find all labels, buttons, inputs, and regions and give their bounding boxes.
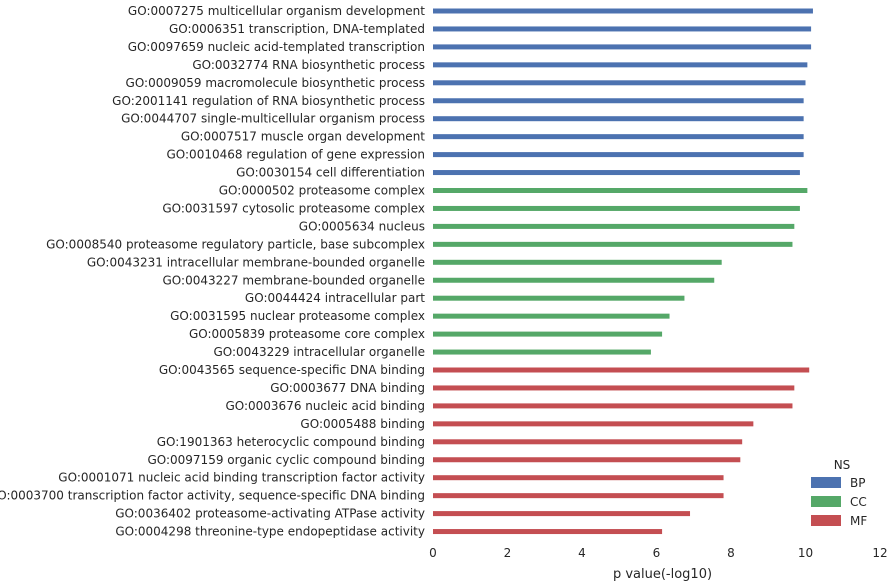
bar-mf-7 <box>433 493 724 499</box>
bar-mf-6 <box>433 475 724 481</box>
bar-bp-8 <box>433 152 804 158</box>
category-label: GO:0007275 multicellular organism develo… <box>128 4 425 18</box>
bar-mf-3 <box>433 421 754 427</box>
category-labels: GO:0007275 multicellular organism develo… <box>0 4 425 539</box>
category-label: GO:0097659 nucleic acid-templated transc… <box>128 40 425 54</box>
category-label: GO:0005634 nucleus <box>299 219 425 233</box>
category-label: GO:0044424 intracellular part <box>245 291 425 305</box>
bar-cc-9 <box>433 349 651 355</box>
x-tick-label: 6 <box>653 546 661 560</box>
bar-bp-7 <box>433 134 804 140</box>
legend: NS BP CC MF <box>811 458 867 528</box>
bar-mf-2 <box>433 403 793 409</box>
bar-mf-0 <box>433 367 810 373</box>
category-label: GO:0000502 proteasome complex <box>219 184 425 198</box>
category-label: GO:0030154 cell differentiation <box>236 166 425 180</box>
bar-cc-3 <box>433 241 793 247</box>
category-label: GO:1901363 heterocyclic compound binding <box>157 435 425 449</box>
bar-cc-5 <box>433 277 715 283</box>
category-label: GO:0006351 transcription, DNA-templated <box>169 22 425 36</box>
category-label: GO:0044707 single-multicellular organism… <box>121 112 425 126</box>
category-label: GO:0032774 RNA biosynthetic process <box>192 58 425 72</box>
category-label: GO:0036402 proteasome-activating ATPase … <box>115 507 425 521</box>
category-label: GO:0009059 macromolecule biosynthetic pr… <box>126 76 425 90</box>
category-label: GO:0003700 transcription factor activity… <box>0 489 425 503</box>
bar-cc-6 <box>433 295 685 301</box>
bar-mf-8 <box>433 511 691 517</box>
bar-bp-5 <box>433 98 804 104</box>
bar-bp-4 <box>433 80 806 86</box>
bar-bp-3 <box>433 62 808 68</box>
category-label: GO:0043229 intracellular organelle <box>213 345 425 359</box>
bar-bp-1 <box>433 26 812 32</box>
bar-cc-1 <box>433 205 800 211</box>
legend-swatch-mf <box>811 515 841 526</box>
category-label: GO:0004298 threonine-type endopeptidase … <box>115 525 425 539</box>
x-tick-label: 8 <box>727 546 735 560</box>
category-label: GO:0097159 organic cyclic compound bindi… <box>147 453 425 467</box>
bar-bp-0 <box>433 8 813 14</box>
bar-cc-4 <box>433 259 722 265</box>
category-label: GO:2001141 regulation of RNA biosyntheti… <box>112 94 425 108</box>
category-label: GO:0001071 nucleic acid binding transcri… <box>58 471 425 485</box>
legend-label-bp: BP <box>850 476 865 490</box>
x-tick-label: 0 <box>429 546 437 560</box>
category-label: GO:0008540 proteasome regulatory particl… <box>46 237 425 251</box>
category-label: GO:0005488 binding <box>300 417 425 431</box>
category-label: GO:0005839 proteasome core complex <box>189 327 425 341</box>
category-label: GO:0031597 cytosolic proteasome complex <box>162 201 425 215</box>
bar-bp-6 <box>433 116 804 122</box>
x-axis-label: p value(-log10) <box>613 567 712 582</box>
bar-cc-8 <box>433 331 663 337</box>
legend-swatch-bp <box>811 477 841 488</box>
bar-cc-7 <box>433 313 670 319</box>
legend-label-cc: CC <box>850 495 867 509</box>
category-label: GO:0010468 regulation of gene expression <box>166 148 425 162</box>
x-tick-label: 10 <box>798 546 813 560</box>
bar-bp-9 <box>433 170 800 176</box>
bar-cc-2 <box>433 223 795 229</box>
category-label: GO:0007517 muscle organ development <box>181 130 425 144</box>
bar-bp-2 <box>433 44 812 50</box>
category-label: GO:0031595 nuclear proteasome complex <box>170 309 425 323</box>
legend-label-mf: MF <box>850 514 867 528</box>
legend-swatch-cc <box>811 496 841 507</box>
bars-group <box>433 8 813 535</box>
bar-mf-4 <box>433 439 743 445</box>
legend-title: NS <box>834 458 851 472</box>
legend-entries: BP CC MF <box>811 476 867 528</box>
category-label: GO:0043227 membrane-bounded organelle <box>163 273 426 287</box>
category-label: GO:0043231 intracellular membrane-bounde… <box>87 255 425 269</box>
x-tick-label: 2 <box>504 546 512 560</box>
category-label: GO:0003676 nucleic acid binding <box>225 399 425 413</box>
x-tick-label: 12 <box>872 546 887 560</box>
bar-mf-9 <box>433 529 663 535</box>
bar-mf-1 <box>433 385 795 391</box>
x-tick-label: 4 <box>578 546 586 560</box>
category-label: GO:0003677 DNA binding <box>270 381 425 395</box>
bar-mf-5 <box>433 457 741 463</box>
bar-cc-0 <box>433 188 808 193</box>
category-label: GO:0043565 sequence-specific DNA binding <box>159 363 425 377</box>
x-axis-ticks: 0 2 4 6 8 10 12 <box>429 546 887 560</box>
